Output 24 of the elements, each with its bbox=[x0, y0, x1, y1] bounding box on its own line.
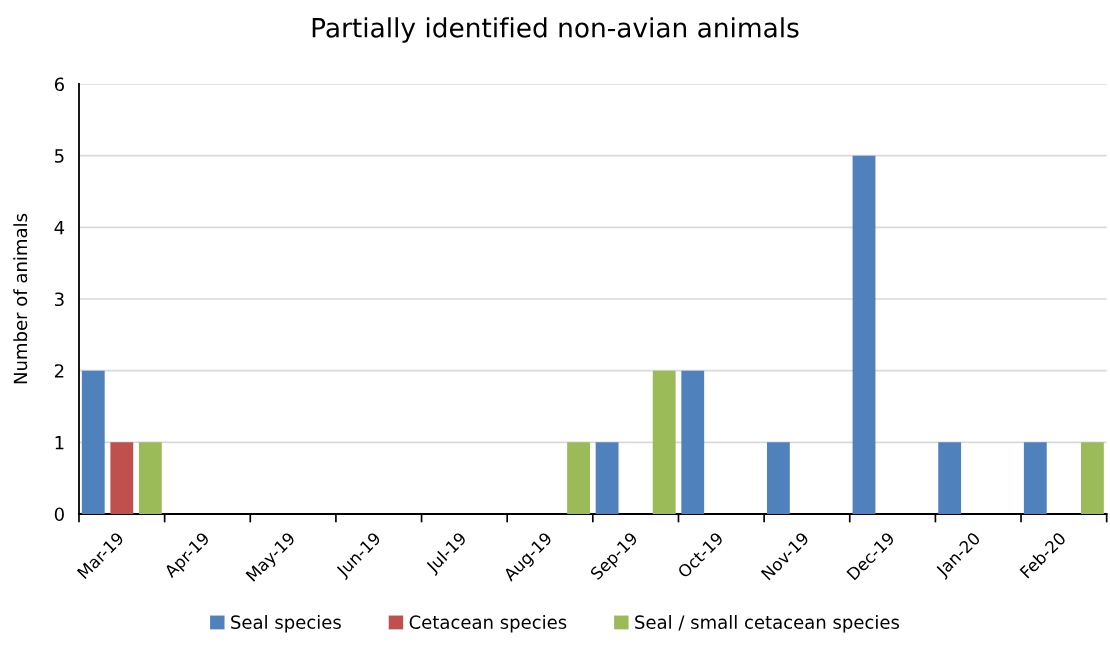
bar bbox=[766, 442, 790, 514]
y-tick-label: 5 bbox=[55, 149, 64, 163]
y-tick-label: 0 bbox=[54, 507, 64, 522]
bar bbox=[567, 442, 590, 514]
y-tick-label: 6 bbox=[54, 77, 64, 92]
y-tick-label: 2 bbox=[54, 364, 64, 378]
y-tick-label: 4 bbox=[54, 221, 65, 235]
y-tick-label: 3 bbox=[55, 292, 64, 307]
bar bbox=[681, 370, 705, 514]
bar bbox=[1080, 442, 1104, 514]
legend-label: Seal / small cetacean species bbox=[635, 615, 900, 633]
y-axis-title: Number of animals bbox=[13, 213, 28, 384]
bar bbox=[652, 370, 676, 514]
bar bbox=[81, 370, 105, 514]
bar bbox=[595, 442, 619, 514]
y-tick-label: 1 bbox=[55, 436, 64, 450]
chart-title: Partially identified non-avian animals bbox=[312, 17, 799, 43]
bar bbox=[938, 442, 962, 514]
bar bbox=[110, 442, 134, 514]
bar bbox=[852, 155, 876, 514]
legend-label: Cetacean species bbox=[409, 615, 567, 633]
bar bbox=[138, 442, 162, 514]
bar bbox=[1023, 442, 1047, 514]
legend-label: Seal species bbox=[231, 615, 341, 633]
